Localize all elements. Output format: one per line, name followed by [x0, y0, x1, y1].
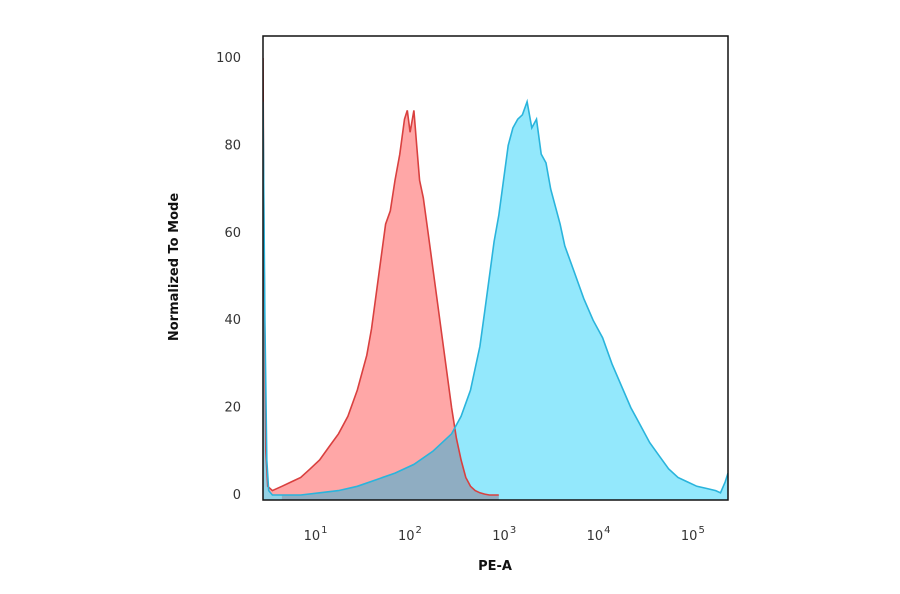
y-tick-label: 80 — [224, 138, 241, 153]
isotype-control-outline — [263, 57, 499, 496]
overlap-region — [281, 428, 499, 500]
plot-area — [263, 57, 728, 500]
x-tick-label: 105 — [681, 525, 705, 544]
antibody-stained-histogram — [263, 101, 728, 500]
x-tick-label: 104 — [587, 525, 611, 544]
x-tick-label: 102 — [398, 525, 422, 544]
y-axis-label: Normalized To Mode — [167, 193, 182, 341]
x-axis-ticks: 101 102 103 104 105 — [304, 525, 705, 544]
y-axis-ticks: 0 20 40 60 80 100 — [216, 51, 241, 503]
y-tick-label: 60 — [224, 226, 241, 241]
x-tick-label: 103 — [492, 525, 516, 544]
y-tick-label: 100 — [216, 51, 241, 66]
antibody-stained-outline — [263, 98, 728, 496]
y-tick-label: 40 — [224, 313, 241, 328]
y-tick-label: 0 — [233, 488, 241, 503]
y-tick-label: 20 — [224, 401, 241, 416]
x-axis-label: PE-A — [478, 559, 512, 574]
x-tick-label: 101 — [304, 525, 328, 544]
isotype-control-histogram — [263, 58, 499, 500]
plot-frame — [262, 35, 729, 501]
